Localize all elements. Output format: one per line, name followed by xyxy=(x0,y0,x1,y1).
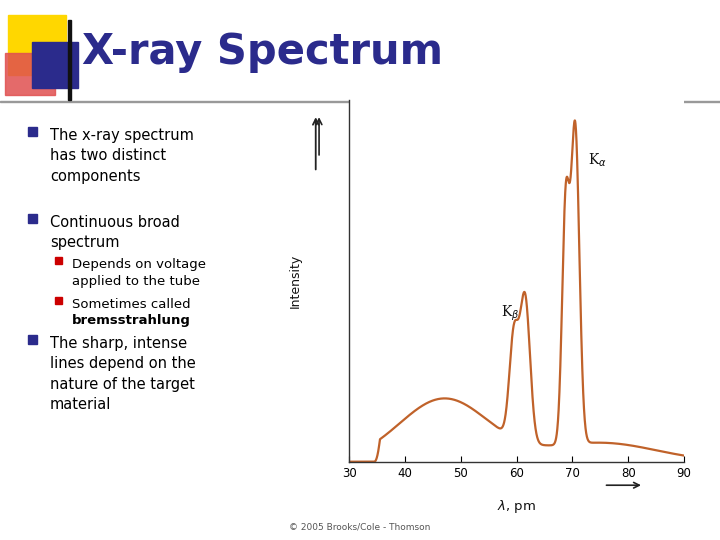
Text: $\lambda$, pm: $\lambda$, pm xyxy=(497,498,536,515)
Text: The sharp, intense
lines depend on the
nature of the target
material: The sharp, intense lines depend on the n… xyxy=(50,336,196,412)
Bar xyxy=(8,15,66,75)
Bar xyxy=(28,214,37,223)
Text: The x-ray spectrum
has two distinct
components: The x-ray spectrum has two distinct comp… xyxy=(50,128,194,184)
Bar xyxy=(28,127,37,136)
Bar xyxy=(28,335,37,344)
Text: © 2005 Brooks/Cole - Thomson: © 2005 Brooks/Cole - Thomson xyxy=(289,523,431,532)
Text: Intensity: Intensity xyxy=(289,254,302,308)
Text: bremsstrahlung: bremsstrahlung xyxy=(72,314,191,327)
Text: K$_\alpha$: K$_\alpha$ xyxy=(588,152,607,169)
Text: X-ray Spectrum: X-ray Spectrum xyxy=(82,31,443,73)
Bar xyxy=(32,42,78,88)
Bar xyxy=(68,20,71,100)
Text: Sometimes called: Sometimes called xyxy=(72,298,191,311)
Bar xyxy=(55,297,62,304)
Text: K$_\beta$: K$_\beta$ xyxy=(501,304,519,323)
Bar xyxy=(0,100,720,102)
Bar xyxy=(55,257,62,264)
Bar xyxy=(5,53,55,95)
Text: Continuous broad
spectrum: Continuous broad spectrum xyxy=(50,215,180,251)
Text: Depends on voltage
applied to the tube: Depends on voltage applied to the tube xyxy=(72,258,206,288)
